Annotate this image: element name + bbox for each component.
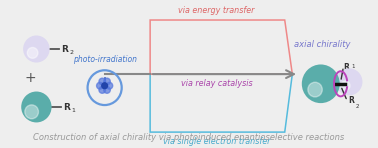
Circle shape <box>23 36 50 63</box>
Text: via energy transfer: via energy transfer <box>178 6 255 15</box>
Text: Construction of axial chirality via photoinduced enantioselective reactions: Construction of axial chirality via phot… <box>33 133 345 142</box>
Text: +: + <box>25 71 37 85</box>
Text: 1: 1 <box>351 65 355 69</box>
Text: axial chirality: axial chirality <box>294 40 351 49</box>
Text: 1: 1 <box>71 108 75 113</box>
Text: via relay catalysis: via relay catalysis <box>181 79 252 88</box>
Circle shape <box>104 87 110 93</box>
Text: photo-irradiation: photo-irradiation <box>73 56 136 65</box>
Text: R: R <box>344 63 349 71</box>
Text: 2: 2 <box>70 50 74 55</box>
Circle shape <box>106 82 113 89</box>
Circle shape <box>336 68 363 95</box>
Circle shape <box>21 91 51 122</box>
Circle shape <box>96 82 103 89</box>
Text: via single electron transfer: via single electron transfer <box>163 137 270 146</box>
Text: R: R <box>63 103 70 112</box>
Circle shape <box>25 105 39 119</box>
Circle shape <box>308 82 322 97</box>
Circle shape <box>341 81 350 90</box>
Circle shape <box>99 87 105 93</box>
Circle shape <box>302 65 340 103</box>
Text: 2: 2 <box>356 104 359 109</box>
Text: R: R <box>61 45 68 54</box>
Circle shape <box>104 78 110 85</box>
Circle shape <box>102 83 107 89</box>
Circle shape <box>99 78 105 85</box>
Circle shape <box>27 48 38 58</box>
Text: R: R <box>348 96 354 105</box>
